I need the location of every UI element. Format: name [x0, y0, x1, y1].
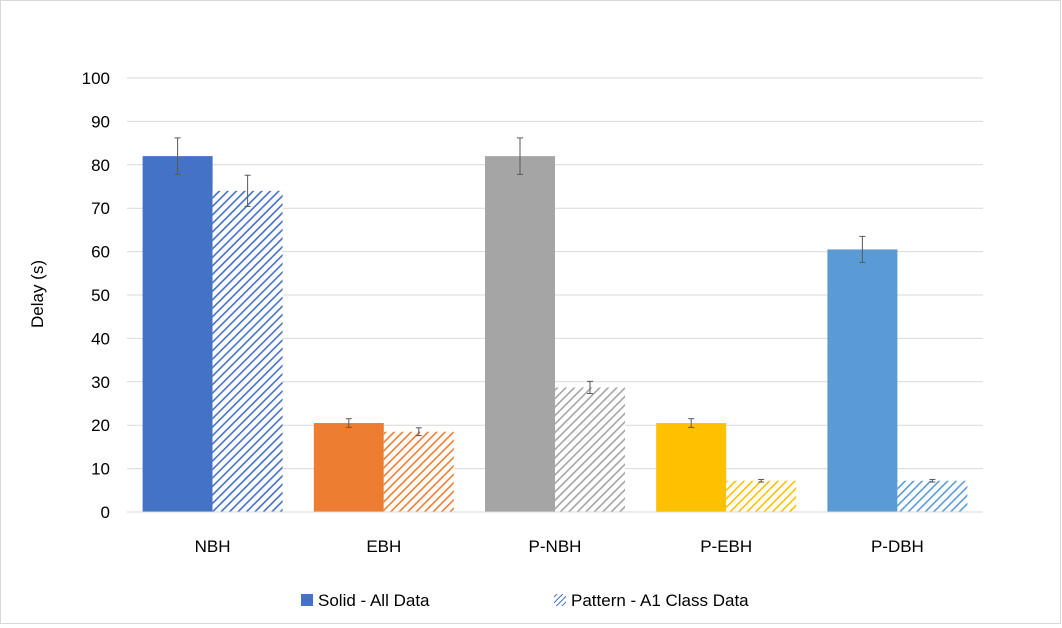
- y-tick-label: 10: [91, 460, 110, 479]
- error-bar: [345, 418, 352, 428]
- y-tick-label: 20: [91, 416, 110, 435]
- x-tick-label: P-EBH: [700, 537, 752, 556]
- bar-p-dbh-solid: [827, 249, 898, 512]
- x-tick-label: P-NBH: [529, 537, 582, 556]
- bar-p-nbh-solid: [485, 156, 555, 512]
- y-tick-label: 90: [91, 112, 110, 131]
- y-tick-label: 80: [91, 156, 110, 175]
- bar-ebh-pattern: [383, 431, 454, 512]
- error-bars: [174, 137, 936, 483]
- error-bar: [517, 137, 523, 175]
- y-tick-label: 70: [91, 199, 110, 218]
- legend-pattern-swatch: [554, 594, 566, 606]
- error-bar: [244, 174, 251, 207]
- y-tick-label: 60: [91, 243, 110, 262]
- error-bar: [688, 418, 695, 428]
- error-bar: [415, 427, 422, 437]
- y-tick-label: 100: [82, 69, 110, 88]
- bars: [142, 156, 968, 512]
- error-bar: [859, 235, 866, 263]
- y-axis-label: Delay (s): [28, 260, 47, 328]
- y-tick-label: 0: [101, 503, 110, 522]
- error-bar: [174, 137, 181, 175]
- bar-p-ebh-solid: [656, 423, 727, 512]
- x-tick-label: P-DBH: [871, 537, 924, 556]
- legend: Solid - All Data Pattern - A1 Class Data: [301, 591, 749, 610]
- bar-p-nbh-pattern: [555, 387, 625, 512]
- legend-pattern-label: Pattern - A1 Class Data: [571, 591, 749, 610]
- y-tick-label: 40: [91, 329, 110, 348]
- error-bar: [929, 478, 936, 483]
- y-tick-label: 50: [91, 286, 110, 305]
- x-tick-label: NBH: [195, 537, 231, 556]
- y-axis-tick-labels: 0 10 20 30 40 50 60 70 80 90 100: [82, 69, 110, 522]
- bar-nbh-pattern: [212, 190, 283, 512]
- bar-p-ebh-pattern: [726, 480, 797, 512]
- legend-solid-swatch: [301, 594, 313, 606]
- legend-solid-label: Solid - All Data: [318, 591, 430, 610]
- bar-p-dbh-pattern: [897, 480, 968, 512]
- x-tick-label: EBH: [366, 537, 401, 556]
- bar-nbh-solid: [142, 156, 213, 512]
- bar-ebh-solid: [313, 423, 384, 512]
- y-tick-label: 30: [91, 373, 110, 392]
- x-axis-tick-labels: NBH EBH P-NBH P-EBH P-DBH: [195, 537, 924, 556]
- error-bar: [758, 478, 765, 483]
- error-bar: [587, 380, 593, 395]
